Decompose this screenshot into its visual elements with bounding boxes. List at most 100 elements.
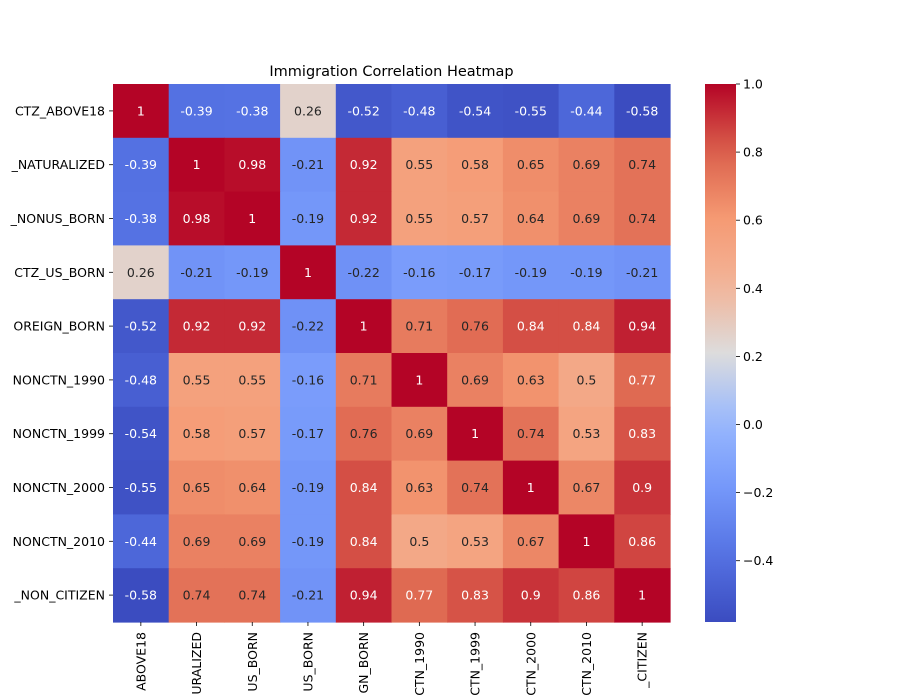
cell-value-label: 0.64 [238,480,266,495]
cell-value-label: 0.26 [294,103,322,118]
cell-value-label: -0.21 [626,265,658,280]
heatmap-cell [113,299,170,354]
cell-value-label: 0.65 [183,480,211,495]
heatmap-cell [113,191,170,246]
heatmap-cell [614,137,671,193]
cell-value-label: 0.5 [409,534,429,549]
cell-value-label: 0.5 [577,372,597,387]
cell-value-label: 0.84 [350,480,378,495]
heatmap-cell [335,353,393,408]
cell-value-label: -0.21 [292,157,324,172]
cell-value-label: 1 [471,426,479,441]
heatmap-cell [558,514,615,569]
heatmap-cell [502,299,560,354]
cell-value-label: -0.44 [570,103,602,118]
cell-value-label: -0.17 [292,426,324,441]
cell-value-label: -0.19 [570,265,602,280]
cell-value-label: -0.21 [180,265,212,280]
cell-value-label: 1 [527,480,535,495]
heatmap-cell [447,568,504,623]
heatmap-cell [447,245,504,300]
row-tick-label: _NATURALIZED [11,157,105,172]
cell-value-label: 0.9 [521,588,541,603]
cell-value-label: 0.63 [405,480,433,495]
column-tick-label: ABOVE18 [133,632,148,691]
cell-value-label: 0.58 [183,426,211,441]
row-tick-label: CTZ_US_BORN [14,265,105,280]
colorbar-tick-label: 0.6 [743,213,763,228]
cell-value-label: -0.19 [292,211,324,226]
heatmap-cell [614,245,671,300]
heatmap-cell [168,353,225,408]
cell-value-label: 0.69 [183,534,211,549]
cell-value-label: 0.26 [127,265,155,280]
cell-value-label: 0.92 [350,157,378,172]
heatmap-cell [335,84,393,139]
heatmap-cell [280,245,337,300]
heatmap-cell [391,514,448,569]
heatmap-cell [391,299,448,354]
cell-value-label: 0.69 [405,426,433,441]
heatmap-cell [502,245,560,300]
cell-value-label: -0.39 [125,157,157,172]
heatmap-cell [335,137,393,193]
heatmap-cell [224,84,281,139]
cell-value-label: -0.17 [459,265,491,280]
cell-value-label: -0.55 [125,480,157,495]
cell-value-label: 0.86 [573,588,601,603]
heatmap-cell [558,460,615,515]
cell-value-label: 0.69 [238,534,266,549]
heatmap-cell [113,137,170,193]
cell-value-label: 0.69 [573,211,601,226]
heatmap-cell [168,514,225,569]
heatmap-cell [447,84,504,139]
cell-value-label: 0.83 [628,426,656,441]
heatmap-cell [558,84,615,139]
heatmap-cell [113,84,170,139]
heatmap-cell [558,191,615,246]
row-tick-label: OREIGN_BORN [13,319,105,334]
colorbar-tick-label: −0.2 [743,485,773,500]
cell-value-label: -0.19 [292,480,324,495]
cell-value-label: 0.98 [238,157,266,172]
colorbar-tick-label: 1.0 [743,77,763,92]
row-tick-label: _NON_CITIZEN [13,588,105,603]
heatmap-cell [502,406,560,462]
cell-value-label: 0.63 [517,372,545,387]
heatmap-cell [168,84,225,139]
heatmap-cell [113,460,170,515]
heatmap-cell [614,514,671,569]
cell-value-label: 0.74 [517,426,545,441]
cell-value-label: 0.77 [405,588,433,603]
row-tick-label: NONCTN_1990 [13,372,105,387]
heatmap-cell [391,191,448,246]
cell-value-label: 0.86 [628,534,656,549]
heatmap-cell [113,245,170,300]
cell-value-label: 0.71 [350,372,378,387]
cell-value-label: -0.54 [125,426,157,441]
heatmap-cell [558,137,615,193]
cell-value-label: 0.74 [461,480,489,495]
cell-value-label: -0.16 [403,265,435,280]
cell-value-label: 0.74 [628,211,656,226]
colorbar: 1.0 0.8 0.6 0.4 0.2 0.0 −0.2 −0.4 [705,77,773,622]
cell-value-label: 1 [137,103,145,118]
column-tick-label: CTN_1999 [468,632,483,696]
cell-value-label: 0.92 [238,319,266,334]
heatmap-cell [113,353,170,408]
cell-value-label: 0.98 [183,211,211,226]
heatmap-cell [280,460,337,515]
heatmap-cell [614,191,671,246]
heatmap-cell [280,568,337,623]
cell-value-label: 0.9 [632,480,652,495]
heatmap-cell [502,137,560,193]
heatmap-cell [224,299,281,354]
heatmap-cell [335,406,393,462]
cell-value-label: 0.74 [628,157,656,172]
colorbar-tick-label: 0.2 [743,349,763,364]
cell-value-label: 0.76 [350,426,378,441]
cell-value-label: 0.92 [350,211,378,226]
cell-value-label: -0.44 [125,534,157,549]
heatmap-cell [168,245,225,300]
heatmap-cell [224,460,281,515]
